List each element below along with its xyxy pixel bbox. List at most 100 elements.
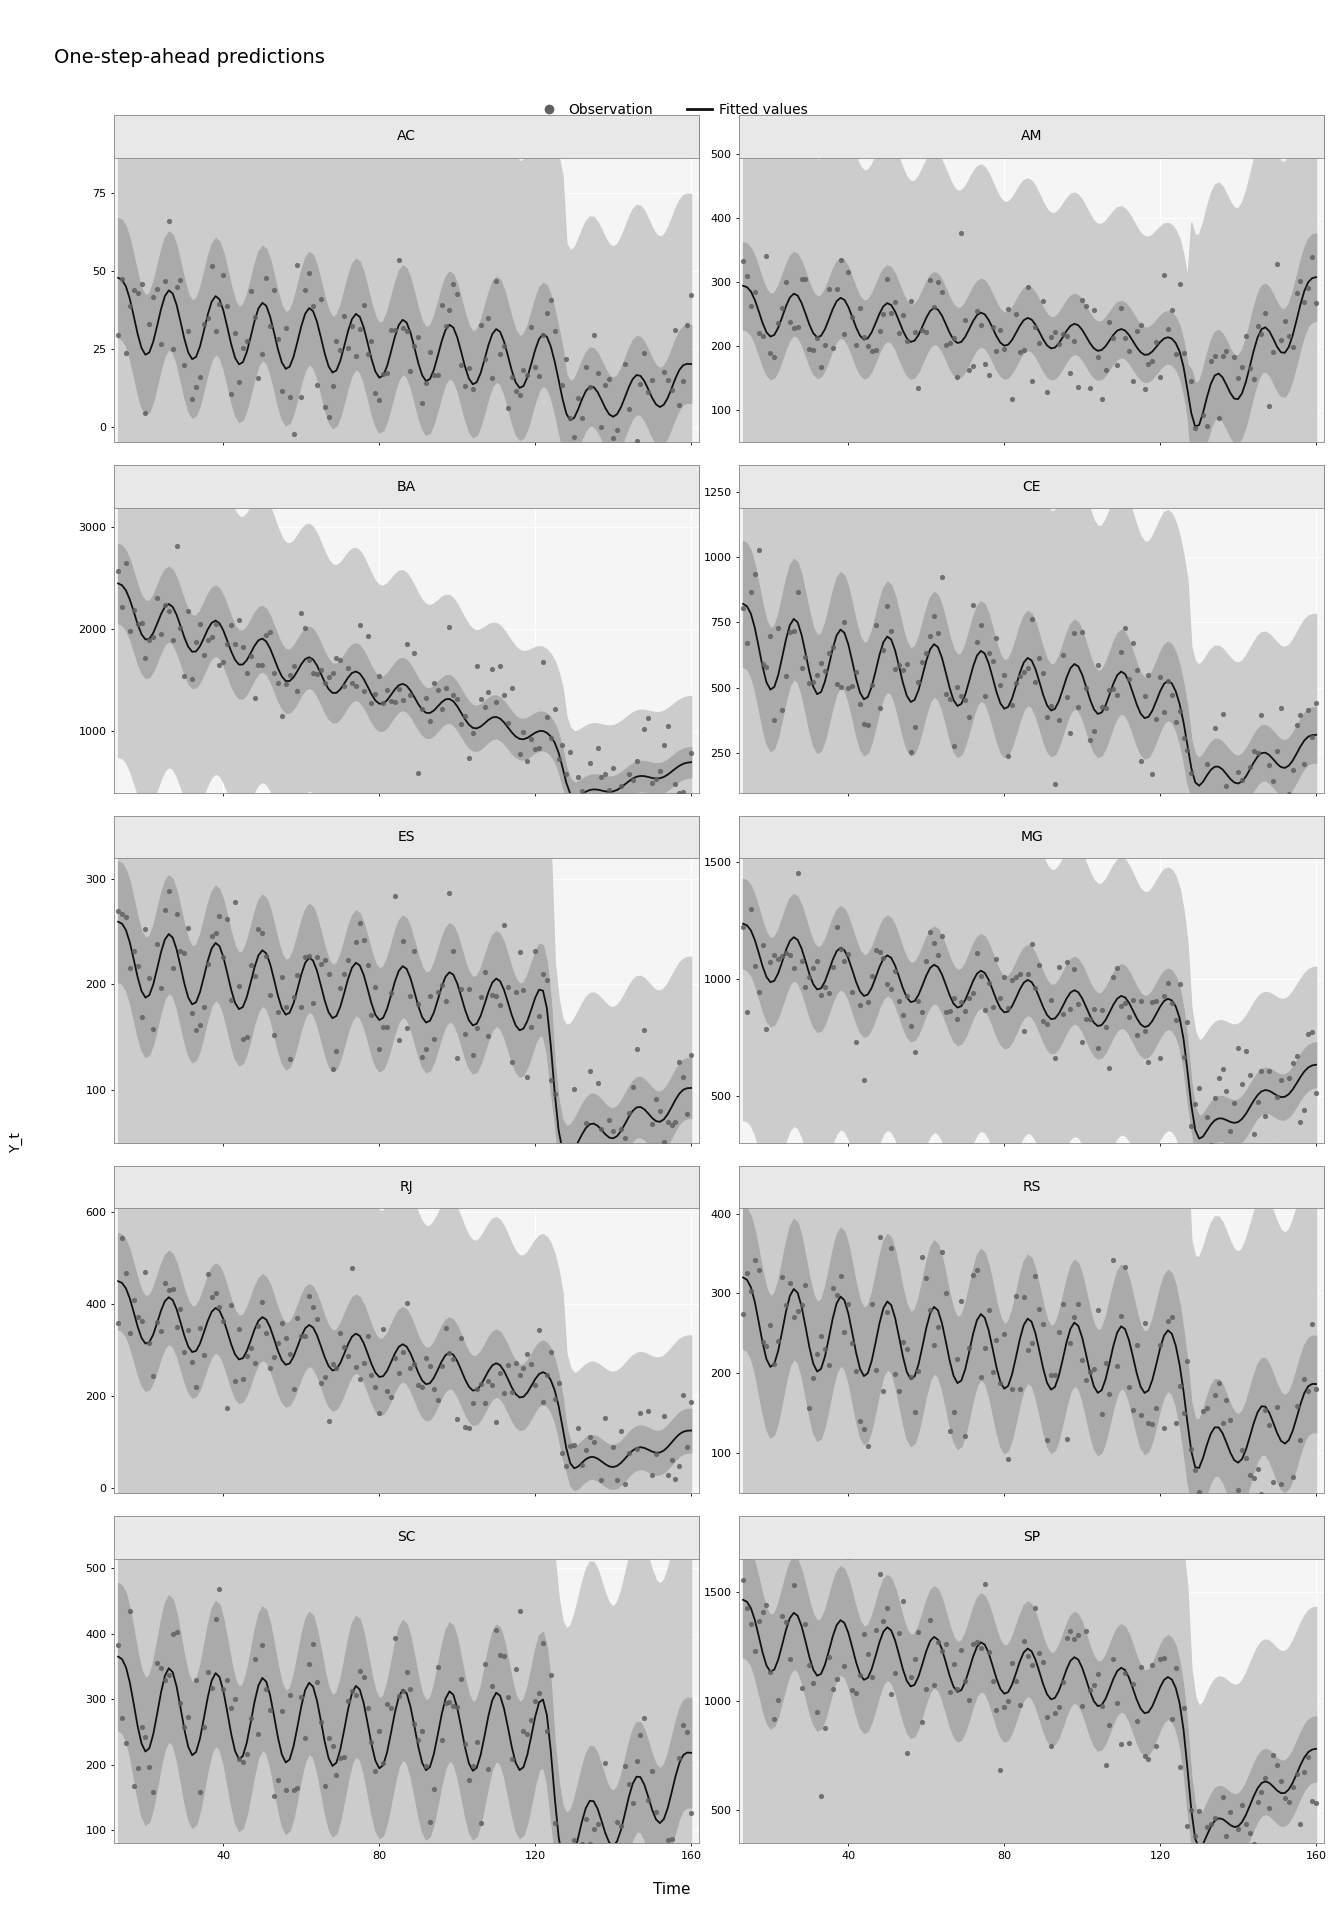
Point (919, 916, 941, 947)
Point (1235, 1442, 1257, 1473)
Point (1110, 292, 1132, 323)
Point (845, 657, 867, 687)
Text: One-step-ahead predictions: One-step-ahead predictions (54, 48, 325, 67)
Point (212, 941, 234, 972)
Point (190, 1010, 211, 1041)
Point (771, 1261, 793, 1292)
Point (1048, 1317, 1070, 1348)
Point (602, 422, 624, 453)
Point (1059, 1327, 1081, 1357)
Text: Y_t: Y_t (9, 1133, 23, 1154)
Point (358, 948, 379, 979)
Point (1200, 346, 1222, 376)
Point (501, 1377, 523, 1407)
Point (923, 1329, 945, 1359)
Point (989, 983, 1011, 1014)
Point (1282, 332, 1304, 363)
Point (958, 1332, 980, 1363)
Point (741, 290, 762, 321)
Point (1231, 1789, 1253, 1820)
Point (888, 1375, 910, 1405)
Point (142, 282, 164, 313)
Point (1106, 1688, 1128, 1718)
Point (1102, 323, 1124, 353)
Point (403, 937, 425, 968)
Point (1059, 357, 1081, 388)
Point (302, 1628, 324, 1659)
Point (134, 914, 156, 945)
Point (1161, 1302, 1183, 1332)
Point (767, 945, 789, 975)
Point (1141, 1409, 1163, 1440)
Point (598, 1492, 620, 1523)
Point (306, 943, 328, 973)
Point (1063, 326, 1085, 357)
Point (1052, 639, 1074, 670)
Point (1114, 987, 1136, 1018)
Point (1239, 753, 1261, 783)
Point (399, 680, 421, 710)
Point (1118, 1002, 1140, 1033)
Point (142, 1361, 164, 1392)
Point (1028, 643, 1050, 674)
Point (794, 1609, 816, 1640)
Point (130, 1002, 152, 1033)
Point (419, 705, 441, 735)
Point (598, 1914, 620, 1920)
Point (341, 810, 363, 841)
Point (1180, 1432, 1202, 1463)
Point (993, 962, 1015, 993)
Point (376, 1690, 398, 1720)
Point (185, 626, 207, 657)
Point (1024, 973, 1046, 1004)
Point (423, 666, 445, 697)
Point (837, 1542, 859, 1572)
Point (310, 948, 332, 979)
Point (372, 1747, 394, 1778)
Point (1251, 1776, 1273, 1807)
Point (237, 1021, 258, 1052)
Point (896, 324, 918, 355)
Point (1223, 787, 1245, 818)
Point (446, 1692, 468, 1722)
Point (220, 985, 242, 1016)
Point (829, 672, 851, 703)
Point (1075, 290, 1097, 321)
Point (970, 1361, 992, 1392)
Point (911, 1240, 933, 1271)
Point (1056, 1425, 1078, 1455)
Point (1239, 1816, 1261, 1847)
Point (626, 1434, 648, 1465)
Point (645, 1797, 667, 1828)
Point (680, 280, 702, 311)
Point (637, 376, 659, 407)
Point (233, 1747, 254, 1778)
Point (1009, 1373, 1031, 1404)
Point (1114, 1252, 1136, 1283)
Point (583, 1162, 605, 1192)
Point (1122, 985, 1144, 1016)
Point (228, 972, 250, 1002)
Point (358, 1693, 379, 1724)
Point (579, 1421, 601, 1452)
Point (1208, 403, 1230, 434)
Point (954, 1421, 976, 1452)
Point (833, 945, 855, 975)
Point (1149, 1331, 1171, 1361)
Point (388, 674, 410, 705)
Point (1305, 1077, 1327, 1108)
Point (962, 977, 984, 1008)
Point (337, 1340, 359, 1371)
Point (505, 975, 527, 1006)
Point (587, 733, 609, 764)
Point (1001, 966, 1023, 996)
Point (263, 1780, 285, 1811)
Point (745, 950, 766, 981)
Point (747, 977, 769, 1008)
Point (243, 301, 265, 332)
Point (845, 1678, 867, 1709)
Point (892, 1327, 914, 1357)
Point (173, 1336, 195, 1367)
Point (985, 336, 1007, 367)
Point (1153, 981, 1175, 1012)
